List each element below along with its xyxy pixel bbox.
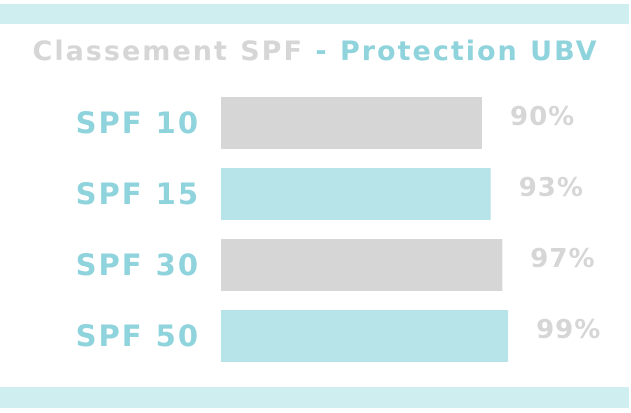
category-label: SPF 50: [76, 319, 200, 353]
chart-title-highlight: Protection UBV: [339, 36, 599, 67]
value-label: 97%: [530, 244, 595, 274]
category-label: SPF 15: [76, 177, 200, 211]
top-band: [0, 4, 629, 24]
bottom-band: [0, 387, 629, 408]
category-label: SPF 10: [76, 106, 200, 140]
value-label: 90%: [510, 102, 575, 132]
value-label: 99%: [536, 315, 601, 345]
chart-title-main: Classement SPF: [32, 36, 304, 67]
chart-title: Classement SPF - Protection UBV: [0, 36, 631, 67]
bar-spf-30: [221, 239, 503, 291]
category-label: SPF 30: [76, 248, 200, 282]
chart-title-separator: -: [315, 36, 329, 67]
bar-spf-10: [221, 97, 482, 149]
bar-spf-15: [221, 168, 491, 220]
bar-spf-50: [221, 310, 509, 362]
value-label: 93%: [519, 173, 584, 203]
